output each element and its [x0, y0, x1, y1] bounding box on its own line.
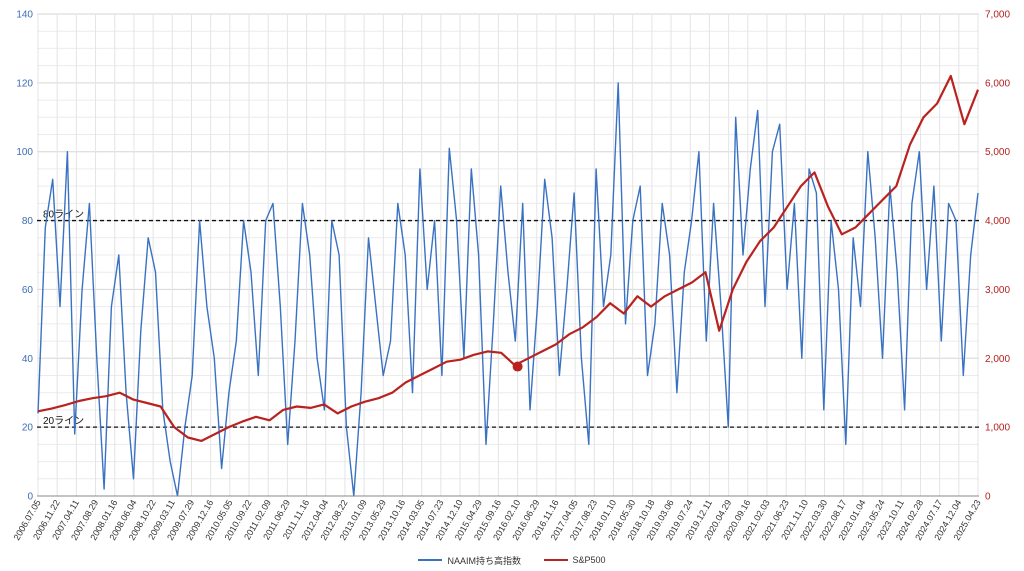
y-right-tick-label: 0 [985, 492, 991, 503]
y-left-tick-label: 100 [16, 147, 33, 158]
legend-label-naaim: NAAIM持ち高指数 [447, 555, 521, 566]
reference-line-label: 20ライン [43, 415, 84, 427]
y-left-tick-label: 60 [22, 285, 34, 296]
series-layer [37, 74, 980, 497]
legend-label-sp500: S&P500 [572, 555, 606, 565]
y-right-tick-label: 6,000 [985, 78, 1010, 89]
reference-line-label: 80ライン [43, 209, 84, 221]
y-left-tick-label: 0 [27, 492, 33, 503]
axes: 0 20 40 60 80 100 120 140 0 1,000 2,000 3,000 4,000 5… [12, 10, 1011, 543]
legend-item-sp500[interactable]: S&P500 [543, 555, 606, 565]
y-left-tick-label: 80 [22, 216, 34, 227]
y-left-tick-label: 140 [16, 10, 33, 21]
y-left-tick-label: 120 [16, 78, 33, 89]
y-right-tick-label: 4,000 [985, 216, 1010, 227]
y-right-tick-label: 2,000 [985, 354, 1010, 365]
y-right-tick-label: 3,000 [985, 285, 1010, 296]
legend-item-naaim[interactable]: NAAIM持ち高指数 [418, 554, 521, 567]
naaim-series-line [37, 82, 979, 497]
y-right-tick-label: 1,000 [985, 423, 1010, 434]
sp500-highlight-marker [512, 361, 523, 372]
reference-lines: 80ライン 20ライン [37, 209, 979, 428]
y-left-tick-label: 20 [22, 423, 34, 434]
legend-swatch-naaim [418, 559, 443, 561]
grid [37, 13, 979, 497]
y-right-tick-label: 7,000 [985, 10, 1010, 21]
y-right-tick-label: 5,000 [985, 147, 1010, 158]
legend: NAAIM持ち高指数 S&P500 [0, 553, 1024, 567]
y-left-tick-label: 40 [22, 354, 34, 365]
sp500-series-line [37, 74, 980, 442]
legend-swatch-sp500 [543, 559, 568, 561]
